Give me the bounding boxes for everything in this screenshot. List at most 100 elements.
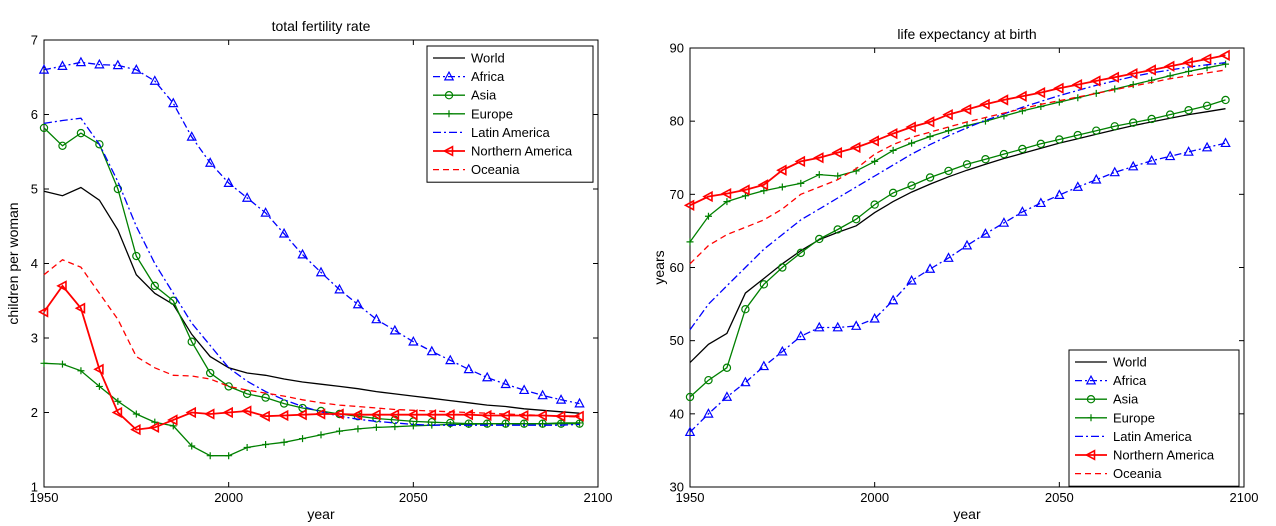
data-point	[997, 94, 1009, 106]
data-point	[923, 116, 935, 128]
y-tick-label: 40	[670, 406, 684, 421]
data-point	[702, 190, 713, 203]
series-line	[43, 186, 580, 414]
data-point	[148, 421, 160, 434]
data-point	[686, 238, 694, 246]
data-point	[777, 345, 788, 356]
series-africa	[38, 56, 585, 408]
data-point	[351, 409, 363, 421]
data-point	[1073, 130, 1083, 140]
data-point	[999, 149, 1009, 159]
series-africa	[684, 137, 1231, 437]
data-point	[942, 108, 953, 121]
data-point	[1164, 150, 1176, 161]
data-point	[315, 266, 327, 277]
data-point	[721, 391, 733, 401]
data-point	[1109, 166, 1120, 177]
series-northern-america	[683, 49, 1230, 211]
data-point	[222, 406, 233, 419]
data-point	[834, 172, 842, 180]
data-point	[1221, 95, 1230, 105]
data-point	[1110, 122, 1119, 131]
data-point	[408, 335, 419, 346]
x-tick-label: 2000	[214, 490, 243, 505]
chart-2: life expectancy at birth 1950 2000 2050 2100…	[651, 26, 1258, 522]
data-point	[1145, 64, 1156, 76]
data-point	[980, 228, 991, 238]
data-point	[296, 409, 307, 421]
y-tick-label: 1	[31, 480, 38, 495]
x-tick-label: 2100	[1230, 490, 1259, 505]
data-point	[279, 399, 289, 408]
data-point	[1185, 67, 1193, 75]
data-point	[1127, 160, 1139, 171]
data-point	[740, 376, 751, 387]
data-point	[703, 408, 714, 418]
series-line	[43, 259, 580, 418]
data-point	[813, 152, 824, 164]
data-point	[722, 363, 732, 372]
data-point	[409, 422, 417, 430]
data-point	[960, 103, 972, 116]
data-point	[94, 58, 105, 69]
data-point	[1182, 56, 1193, 69]
data-point	[317, 431, 325, 439]
data-point	[683, 199, 695, 211]
data-point	[536, 409, 547, 422]
data-point	[168, 97, 179, 108]
data-point	[241, 192, 253, 202]
x-tick-label: 2050	[1045, 490, 1074, 505]
data-point	[888, 188, 898, 198]
y-tick-label: 5	[31, 182, 38, 197]
data-point	[169, 422, 177, 430]
data-point	[1128, 118, 1138, 127]
data-point	[723, 198, 731, 206]
series-oceania	[43, 259, 580, 418]
data-point	[130, 423, 141, 436]
data-point	[224, 382, 233, 391]
data-point	[796, 248, 806, 258]
data-point	[537, 389, 548, 400]
data-point	[95, 382, 103, 390]
data-point	[187, 337, 196, 346]
x-tick-label: 2050	[399, 490, 428, 505]
data-point	[333, 408, 344, 420]
y-tick-label: 50	[670, 333, 684, 348]
data-point	[114, 397, 122, 405]
data-point	[481, 371, 493, 382]
data-point	[979, 98, 990, 110]
data-point	[886, 127, 898, 140]
data-point	[924, 263, 936, 273]
data-point	[149, 75, 161, 85]
data-point	[757, 179, 769, 191]
data-point	[1220, 137, 1231, 148]
data-point	[407, 409, 418, 421]
data-point	[40, 359, 48, 367]
data-point	[261, 393, 270, 402]
data-point	[262, 441, 270, 449]
y-axis-label: years	[651, 250, 667, 284]
legend-label-africa: Africa	[1113, 373, 1147, 388]
data-point	[794, 155, 806, 168]
data-point	[425, 409, 437, 421]
data-point	[500, 378, 511, 389]
data-point	[278, 227, 290, 238]
data-point	[1129, 81, 1137, 89]
data-point	[518, 384, 530, 395]
legend-label-world: World	[1113, 355, 1147, 370]
series-line	[689, 69, 1226, 265]
data-point	[905, 121, 916, 133]
data-point	[112, 59, 124, 70]
data-point	[75, 56, 87, 67]
legend-marker	[443, 70, 455, 81]
data-point	[57, 60, 68, 70]
data-point	[499, 409, 510, 422]
data-point	[685, 392, 695, 402]
data-point	[299, 435, 307, 443]
legend-label-oceania: Oceania	[471, 162, 520, 177]
data-point	[391, 423, 399, 431]
chart-title: life expectancy at birth	[897, 26, 1036, 42]
series-line	[43, 117, 580, 426]
data-point	[280, 438, 288, 446]
data-point	[704, 212, 712, 220]
